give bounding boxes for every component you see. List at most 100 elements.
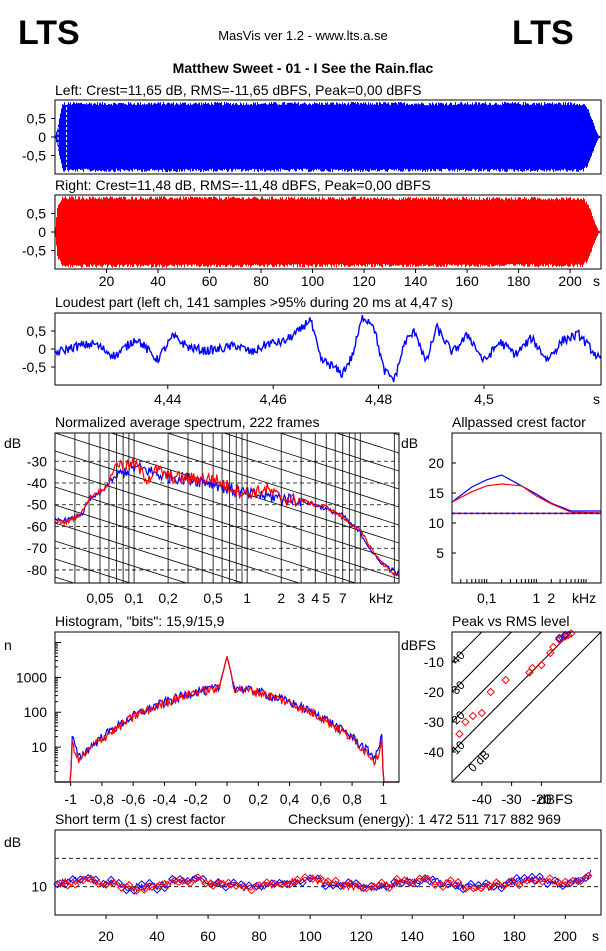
- spectrum-grid: [55, 307, 399, 583]
- short-term-xtick-label: 120: [349, 928, 373, 944]
- spectrum-slope-line: [55, 307, 399, 417]
- short-term-point: [568, 876, 578, 886]
- short-term-point: [369, 882, 379, 892]
- allpass-xlabel: kHz: [572, 590, 596, 606]
- short-term-point: [117, 883, 126, 892]
- spectrum-slope-line: [55, 504, 301, 583]
- loudest-xtick-label: 4,48: [365, 391, 392, 407]
- peak-rms-crest-label: 40: [448, 648, 468, 668]
- spectrum-left-series: [55, 461, 399, 576]
- loudest-xtick-label: 4,46: [260, 391, 287, 407]
- short-term-point: [346, 879, 356, 888]
- short-term-point: [392, 874, 402, 884]
- peak-rms-crest-line: [452, 632, 453, 633]
- waveform-xtick-label: 140: [404, 273, 428, 289]
- short-term-point: [430, 880, 440, 890]
- loudest-ytick-label: 0: [38, 341, 46, 357]
- peak-rms-ytick-label: -30: [424, 714, 444, 730]
- short-term-point: [163, 880, 172, 890]
- short-term-point: [185, 878, 195, 888]
- short-term-point: [300, 873, 310, 882]
- short-term-xtick-label: 180: [503, 928, 527, 944]
- short-term-point: [469, 883, 478, 893]
- peak-rms-xtick-label: -20: [531, 791, 551, 807]
- spectrum-ytick-label: -30: [27, 453, 47, 469]
- histogram-xtick-label: -0,6: [121, 791, 145, 807]
- short-term-point: [178, 876, 187, 886]
- peak-rms-crest-line: [452, 632, 572, 753]
- peak-rms-crest-line: [452, 632, 601, 782]
- histogram-ytick-label: 100: [24, 704, 48, 720]
- short-term-point: [94, 879, 103, 888]
- short-term-point: [438, 882, 448, 891]
- peak-rms-crest-lines: [452, 632, 601, 782]
- spectrum-title: Normalized average spectrum, 222 frames: [55, 414, 320, 430]
- peak-rms-point-right: [461, 717, 470, 727]
- short-term-point: [573, 876, 583, 886]
- short-term-point: [106, 875, 116, 885]
- short-term-point: [561, 877, 570, 887]
- short-term-point: [507, 877, 516, 886]
- spectrum-xtick-label: 1: [243, 590, 251, 606]
- spectrum-xtick-label: 7: [339, 590, 347, 606]
- histogram-xtick-label: -0,8: [90, 791, 114, 807]
- short-term-xtick-label: 160: [452, 928, 476, 944]
- short-term-point: [308, 874, 317, 884]
- peak-rms-point-right: [560, 632, 570, 641]
- spectrum-slope-line: [278, 433, 399, 472]
- waveform-xtick-label: 120: [352, 273, 376, 289]
- histogram-xtick-label: 0,8: [342, 791, 362, 807]
- left-waveform-ytick-label: -0,5: [22, 148, 46, 164]
- spectrum-xlabel: kHz: [369, 590, 393, 606]
- spectrum-slope-line: [109, 433, 399, 526]
- right-waveform-ytick-label: 0: [38, 224, 46, 240]
- short-term-point: [415, 874, 425, 883]
- allpass-title: Allpassed crest factor: [452, 414, 586, 430]
- spectrum-xtick-label: 3: [297, 590, 305, 606]
- short-term-point: [453, 877, 463, 887]
- spectrum-xtick-label: 2: [277, 590, 285, 606]
- short-term-point: [461, 884, 471, 893]
- histogram-xtick-label: -1: [64, 791, 77, 807]
- spectrum-right-series: [55, 457, 399, 578]
- short-term-point: [262, 878, 272, 887]
- short-term-point: [377, 878, 386, 887]
- spectrum-xtick-label: 0,5: [203, 590, 223, 606]
- short-term-point: [214, 877, 223, 887]
- short-term-point: [545, 874, 555, 883]
- short-term-point: [78, 875, 88, 885]
- loudest-xtick-label: 4,5: [474, 391, 494, 407]
- loudest-xtick-label: 4,44: [154, 391, 181, 407]
- short-term-xlabel: s: [592, 928, 599, 944]
- checksum-text: Checksum (energy): 1 472 511 717 882 969: [288, 811, 561, 827]
- peak-rms-ylabel: dBFS: [401, 637, 436, 653]
- short-term-point: [277, 880, 287, 889]
- histogram-xtick-label: 1: [379, 791, 387, 807]
- short-term-point: [553, 877, 562, 886]
- short-term-point: [170, 876, 180, 885]
- short-term-point: [400, 876, 409, 885]
- waveform-xtick-label: 160: [455, 273, 479, 289]
- spectrum-xtick-label: 5: [322, 590, 330, 606]
- peak-rms-crest-label: 30: [448, 678, 468, 698]
- spectrum-slope-line: [166, 433, 399, 508]
- right-waveform-ytick-label: -0,5: [22, 243, 46, 259]
- short-term-point: [354, 881, 363, 890]
- short-term-point: [247, 885, 256, 895]
- allpass-right-series: [451, 483, 602, 514]
- spectrum-slope-line: [335, 433, 399, 454]
- peak-rms-frame: [451, 631, 602, 783]
- peak-rms-point-left: [560, 630, 570, 640]
- peak-rms-title: Peak vs RMS level: [452, 613, 569, 629]
- histogram-right-series: [55, 656, 399, 783]
- short-term-ylabel: dB: [4, 834, 21, 850]
- waveform-xtick-label: 20: [99, 273, 115, 289]
- loudest-ytick-label: 0,5: [27, 323, 47, 339]
- short-term-point: [316, 874, 325, 883]
- peak-rms-ytick-label: -10: [424, 654, 444, 670]
- short-term-xtick-label: 140: [401, 928, 425, 944]
- peak-rms-point-right: [525, 668, 534, 677]
- waveform-xtick-label: 200: [558, 273, 582, 289]
- peak-rms-point-right: [537, 660, 546, 670]
